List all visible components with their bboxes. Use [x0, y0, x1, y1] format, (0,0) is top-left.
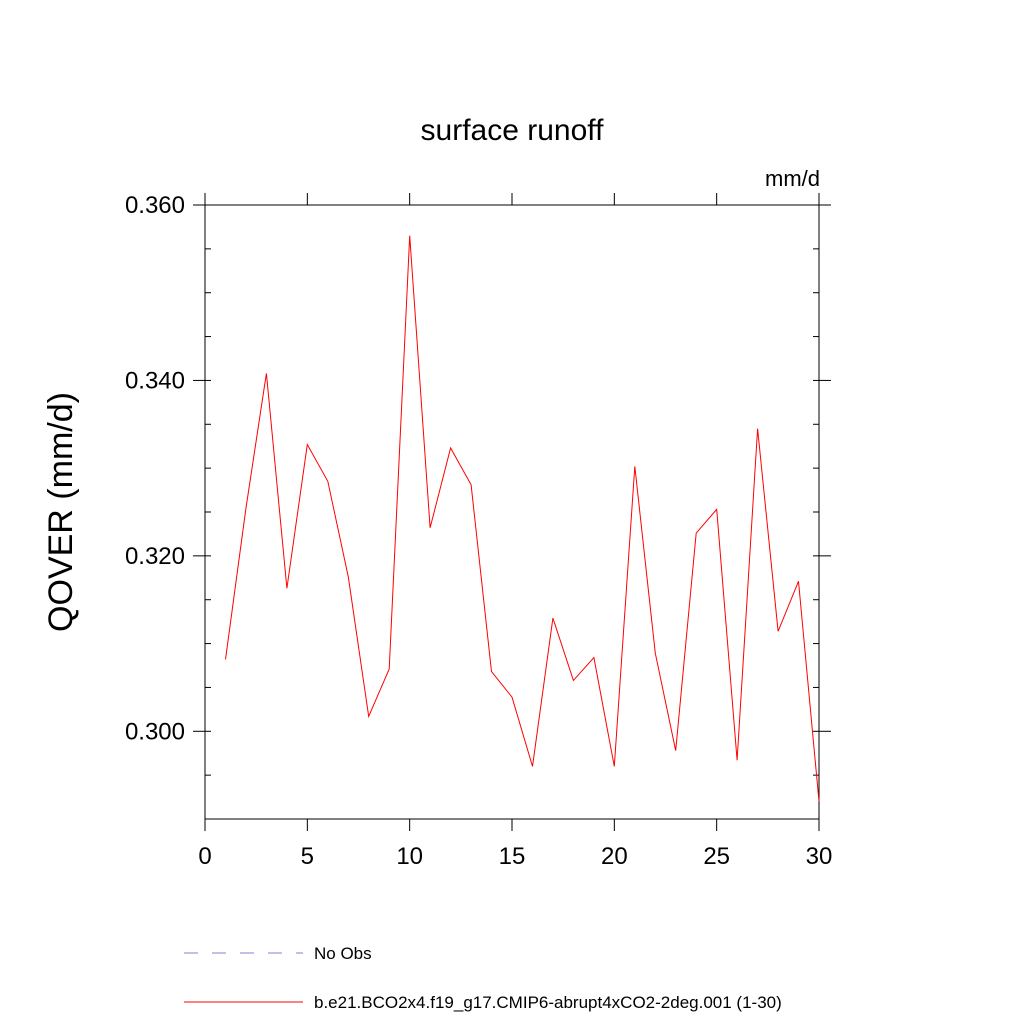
y-axis-label: QOVER (mm/d) — [42, 392, 80, 632]
chart-title: surface runoff — [421, 114, 605, 147]
y-tick-label: 0.300 — [125, 718, 185, 745]
x-tick-label: 25 — [703, 843, 730, 870]
x-tick-label: 5 — [301, 843, 314, 870]
series-line-1 — [225, 235, 820, 802]
plot-frame — [204, 204, 820, 820]
units-label: mm/d — [765, 166, 820, 191]
y-tick-label: 0.320 — [125, 543, 185, 570]
legend-entry-0: No Obs — [314, 944, 372, 963]
x-tick-label: 0 — [198, 843, 211, 870]
x-tick-label: 20 — [601, 843, 628, 870]
x-tick-label: 10 — [396, 843, 423, 870]
series-layer — [225, 235, 820, 802]
legend: No Obs b.e21.BCO2x4.f19_g17.CMIP6-abrupt4… — [184, 944, 782, 1012]
axis-tick-labels: 0 5 10 15 20 25 30 0.300 0.320 0.340 0.360 — [125, 192, 832, 870]
y-tick-label: 0.360 — [125, 192, 185, 219]
legend-entry-1: b.e21.BCO2x4.f19_g17.CMIP6-abrupt4xCO2-2… — [314, 993, 782, 1012]
y-tick-label: 0.340 — [125, 367, 185, 394]
x-tick-label: 15 — [499, 843, 526, 870]
axis-ticks — [193, 193, 831, 831]
x-tick-label: 30 — [806, 843, 833, 870]
